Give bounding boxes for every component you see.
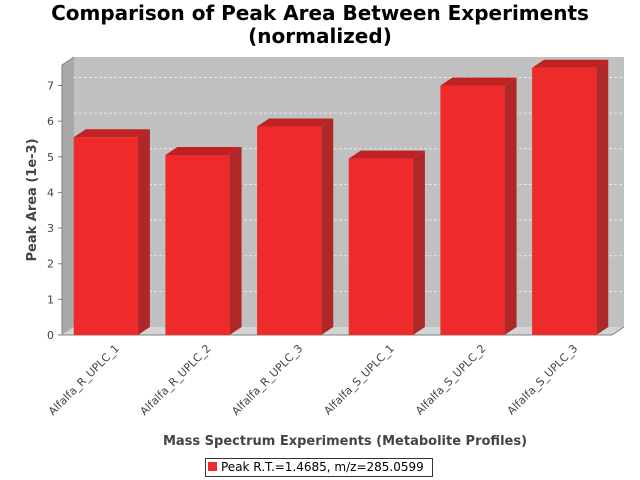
bar-front xyxy=(165,155,230,335)
x-tick-label: Alfalfa_R_UPLC_2 xyxy=(138,342,214,418)
bar xyxy=(73,129,150,335)
bar xyxy=(348,150,425,335)
bar-front xyxy=(440,85,505,335)
chart-subtitle: (normalized) xyxy=(248,24,392,48)
x-axis-end-edge xyxy=(611,326,625,336)
x-tick-label: Alfalfa_S_UPLC_2 xyxy=(413,342,489,418)
bar xyxy=(257,118,334,335)
y-axis-label: Peak Area (1e-3) xyxy=(25,138,40,261)
y-tick-label: 7 xyxy=(47,80,54,93)
y-tick-label: 4 xyxy=(47,186,54,199)
bar-side xyxy=(229,147,242,335)
x-tick-label: Alfalfa_R_UPLC_3 xyxy=(229,342,305,418)
y-tick-label: 6 xyxy=(47,115,54,128)
y-axis-top-edge xyxy=(61,56,75,66)
bar xyxy=(532,59,609,335)
legend: Peak R.T.=1.4685, m/z=285.0599 xyxy=(205,458,433,477)
bar-top xyxy=(532,59,609,68)
bar-top xyxy=(440,77,517,86)
bar-side xyxy=(596,59,609,335)
y-tick-label: 3 xyxy=(47,222,54,235)
y-tick-label: 5 xyxy=(47,151,54,164)
y-tick-label: 0 xyxy=(47,329,54,342)
bar xyxy=(165,147,242,335)
plot-left-wall xyxy=(62,57,74,335)
chart-title-main: Comparison of Peak Area Between Experime… xyxy=(51,1,589,25)
x-tick-label: Alfalfa_R_UPLC_1 xyxy=(46,342,122,418)
bar-top xyxy=(73,129,150,138)
bar-side xyxy=(412,150,425,335)
x-tick-label: Alfalfa_S_UPLC_1 xyxy=(321,342,397,418)
chart-title: Comparison of Peak Area Between Experime… xyxy=(0,2,640,48)
bar-side xyxy=(504,77,517,335)
x-tick-label: Alfalfa_S_UPLC_3 xyxy=(505,342,581,418)
bar-side xyxy=(321,118,334,335)
legend-label: Peak R.T.=1.4685, m/z=285.0599 xyxy=(221,460,424,474)
y-tick-label: 1 xyxy=(47,293,54,306)
bar xyxy=(440,77,517,335)
bar-front xyxy=(73,137,138,335)
bar-top xyxy=(348,150,425,159)
bar-top xyxy=(257,118,334,127)
bar-front xyxy=(532,67,597,335)
x-axis-label: Mass Spectrum Experiments (Metabolite Pr… xyxy=(163,434,527,449)
bar-front xyxy=(257,126,322,335)
bar-side xyxy=(137,129,150,335)
bar-top xyxy=(165,147,242,156)
legend-swatch xyxy=(208,462,217,471)
y-tick-label: 2 xyxy=(47,258,54,271)
bar-front xyxy=(348,158,413,335)
